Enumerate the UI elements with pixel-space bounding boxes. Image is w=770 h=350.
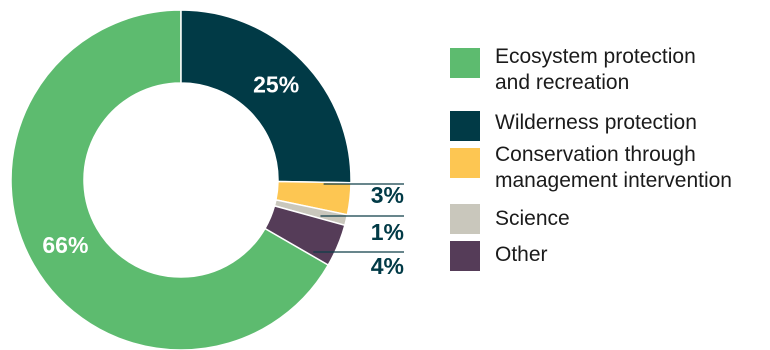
legend-label-conservation: Conservation through management interven… [495,142,768,194]
donut-slices [11,10,351,350]
legend-label-ecosystem: Ecosystem protection and recreation [495,44,768,96]
legend-item-wilderness: Wilderness protection [450,110,768,136]
data-label-other: 4% [371,253,404,279]
legend-swatch-other [450,241,480,271]
legend-swatch-ecosystem [450,48,480,78]
legend-label-science: Science [495,206,768,232]
legend: Ecosystem protection and recreation Wild… [450,44,768,226]
data-label-wilderness: 25% [253,71,299,97]
legend-label-other: Other [495,242,768,268]
data-label-conservation: 3% [371,182,404,208]
legend-swatch-wilderness [450,111,480,141]
legend-item-science: Science [450,206,768,232]
legend-item-conservation: Conservation through management interven… [450,142,768,194]
legend-item-other: Other [450,242,768,268]
data-label-science: 1% [371,219,404,245]
legend-label-wilderness: Wilderness protection [495,110,768,136]
legend-swatch-science [450,204,480,234]
legend-item-ecosystem: Ecosystem protection and recreation [450,44,768,96]
data-label-ecosystem: 66% [42,232,88,258]
legend-swatch-conservation [450,148,480,178]
